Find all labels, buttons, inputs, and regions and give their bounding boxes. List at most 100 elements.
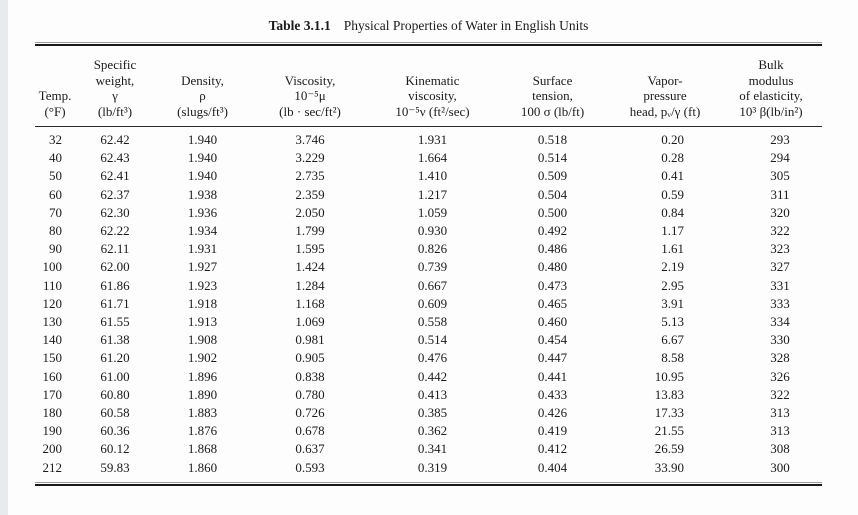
table-row: 32 62.42 1.940 3.746 1.931 0.518 0.20 293 xyxy=(35,127,822,150)
cell-density: 1.868 xyxy=(187,441,218,457)
cell-viscosity: 0.593 xyxy=(295,459,325,475)
cell-specific-weight: 61.55 xyxy=(100,314,130,330)
cell-specific-weight: 62.00 xyxy=(100,259,130,275)
cell-viscosity: 2.735 xyxy=(295,168,325,184)
cell-bulk-modulus: 327 xyxy=(770,259,790,275)
cell-temp: 180 xyxy=(42,405,63,421)
cell-temp: 160 xyxy=(42,368,63,384)
table-row: 170 60.80 1.890 0.780 0.413 0.433 13.83 322 xyxy=(35,386,822,404)
col-header-vapor-pressure-head: Vapor- pressure head, pᵥ/γ (ft) xyxy=(610,46,720,127)
cell-bulk-modulus: 331 xyxy=(770,277,790,293)
cell-bulk-modulus: 322 xyxy=(770,386,790,402)
cell-temp: 140 xyxy=(42,332,63,348)
table-caption-number: Table 3.1.1 xyxy=(268,18,331,33)
cell-density: 1.918 xyxy=(187,295,218,311)
cell-density: 1.940 xyxy=(187,150,218,166)
cell-bulk-modulus: 300 xyxy=(770,459,790,475)
table-row: 150 61.20 1.902 0.905 0.476 0.447 8.58 328 xyxy=(35,349,822,367)
cell-viscosity: 0.637 xyxy=(295,441,325,457)
cell-bulk-modulus: 313 xyxy=(770,405,790,421)
cell-vapor-pressure-head: 0.20 xyxy=(661,132,684,147)
cell-bulk-modulus: 334 xyxy=(770,314,790,330)
cell-specific-weight: 61.71 xyxy=(100,295,130,311)
table-row: 80 62.22 1.934 1.799 0.930 0.492 1.17 322 xyxy=(35,222,822,240)
cell-density: 1.860 xyxy=(187,459,218,475)
cell-vapor-pressure-head: 2.95 xyxy=(661,277,684,293)
cell-vapor-pressure-head: 1.61 xyxy=(661,241,684,257)
cell-specific-weight: 62.30 xyxy=(100,204,130,220)
cell-density: 1.896 xyxy=(187,368,218,384)
cell-density: 1.923 xyxy=(187,277,218,293)
cell-temp: 40 xyxy=(49,150,62,166)
cell-specific-weight: 62.22 xyxy=(100,223,130,239)
cell-specific-weight: 62.42 xyxy=(100,132,130,147)
cell-temp: 130 xyxy=(42,314,63,330)
cell-specific-weight: 61.38 xyxy=(100,332,130,348)
cell-surface-tension: 0.433 xyxy=(537,386,568,402)
cell-surface-tension: 0.500 xyxy=(537,204,568,220)
cell-viscosity: 3.746 xyxy=(295,132,325,147)
cell-viscosity: 0.678 xyxy=(295,423,325,439)
cell-specific-weight: 60.80 xyxy=(100,386,130,402)
cell-kinematic-viscosity: 0.319 xyxy=(417,459,448,475)
cell-density: 1.902 xyxy=(187,350,218,366)
cell-bulk-modulus: 313 xyxy=(770,423,790,439)
cell-vapor-pressure-head: 33.90 xyxy=(654,459,684,475)
cell-density: 1.940 xyxy=(187,132,218,147)
cell-surface-tension: 0.486 xyxy=(537,241,568,257)
cell-kinematic-viscosity: 0.476 xyxy=(417,350,448,366)
cell-kinematic-viscosity: 0.514 xyxy=(417,332,448,348)
cell-specific-weight: 61.00 xyxy=(100,368,130,384)
cell-vapor-pressure-head: 3.91 xyxy=(661,295,684,311)
cell-vapor-pressure-head: 13.83 xyxy=(654,386,684,402)
cell-vapor-pressure-head: 26.59 xyxy=(654,441,684,457)
cell-kinematic-viscosity: 0.826 xyxy=(417,241,448,257)
cell-surface-tension: 0.480 xyxy=(537,259,568,275)
table-row: 60 62.37 1.938 2.359 1.217 0.504 0.59 311 xyxy=(35,186,822,204)
cell-temp: 170 xyxy=(42,386,63,402)
col-header-specific-weight: Specific weight, γ (lb/ft³) xyxy=(75,46,155,127)
cell-kinematic-viscosity: 0.667 xyxy=(417,277,448,293)
table-row: 180 60.58 1.883 0.726 0.385 0.426 17.33 313 xyxy=(35,404,822,422)
table-row: 90 62.11 1.931 1.595 0.826 0.486 1.61 323 xyxy=(35,240,822,258)
table-block: Table 3.1.1 Physical Properties of Water … xyxy=(35,0,822,486)
cell-temp: 200 xyxy=(42,441,63,457)
cell-kinematic-viscosity: 0.558 xyxy=(417,314,448,330)
col-header-bulk-modulus: Bulk modulus of elasticity, 10³ β(lb/in²… xyxy=(720,46,822,127)
cell-bulk-modulus: 320 xyxy=(770,204,790,220)
cell-viscosity: 1.799 xyxy=(295,223,325,239)
cell-temp: 190 xyxy=(42,423,63,439)
col-header-temp: Temp. (°F) xyxy=(35,46,75,127)
cell-kinematic-viscosity: 1.931 xyxy=(417,132,448,147)
cell-surface-tension: 0.514 xyxy=(537,150,568,166)
cell-surface-tension: 0.412 xyxy=(537,441,568,457)
cell-surface-tension: 0.492 xyxy=(537,223,568,239)
cell-specific-weight: 61.86 xyxy=(100,277,130,293)
col-header-surface-tension: Surface tension, 100 σ (lb/ft) xyxy=(495,46,610,127)
table-row: 200 60.12 1.868 0.637 0.341 0.412 26.59 308 xyxy=(35,440,822,458)
header-row: Temp. (°F) Specific weight, γ (lb/ft³) D… xyxy=(35,46,822,127)
cell-kinematic-viscosity: 0.362 xyxy=(417,423,448,439)
cell-vapor-pressure-head: 5.13 xyxy=(661,314,684,330)
cell-specific-weight: 62.43 xyxy=(100,150,130,166)
cell-bulk-modulus: 330 xyxy=(770,332,790,348)
cell-viscosity: 2.050 xyxy=(295,204,325,220)
cell-density: 1.927 xyxy=(187,259,218,275)
cell-temp: 32 xyxy=(49,132,62,147)
table-header: Temp. (°F) Specific weight, γ (lb/ft³) D… xyxy=(35,46,822,127)
cell-specific-weight: 62.11 xyxy=(100,241,130,257)
table-caption-title: Physical Properties of Water in English … xyxy=(343,18,589,33)
cell-vapor-pressure-head: 6.67 xyxy=(661,332,684,348)
cell-viscosity: 1.284 xyxy=(295,277,325,293)
cell-viscosity: 0.726 xyxy=(295,405,325,421)
cell-bulk-modulus: 323 xyxy=(770,241,790,257)
cell-viscosity: 1.069 xyxy=(295,314,325,330)
cell-vapor-pressure-head: 0.41 xyxy=(661,168,684,184)
cell-vapor-pressure-head: 1.17 xyxy=(661,223,684,239)
cell-viscosity: 0.780 xyxy=(295,386,325,402)
cell-viscosity: 1.168 xyxy=(295,295,325,311)
cell-temp: 110 xyxy=(42,277,62,293)
cell-temp: 120 xyxy=(42,295,63,311)
page-edge-shadow xyxy=(0,0,8,515)
cell-surface-tension: 0.473 xyxy=(537,277,568,293)
